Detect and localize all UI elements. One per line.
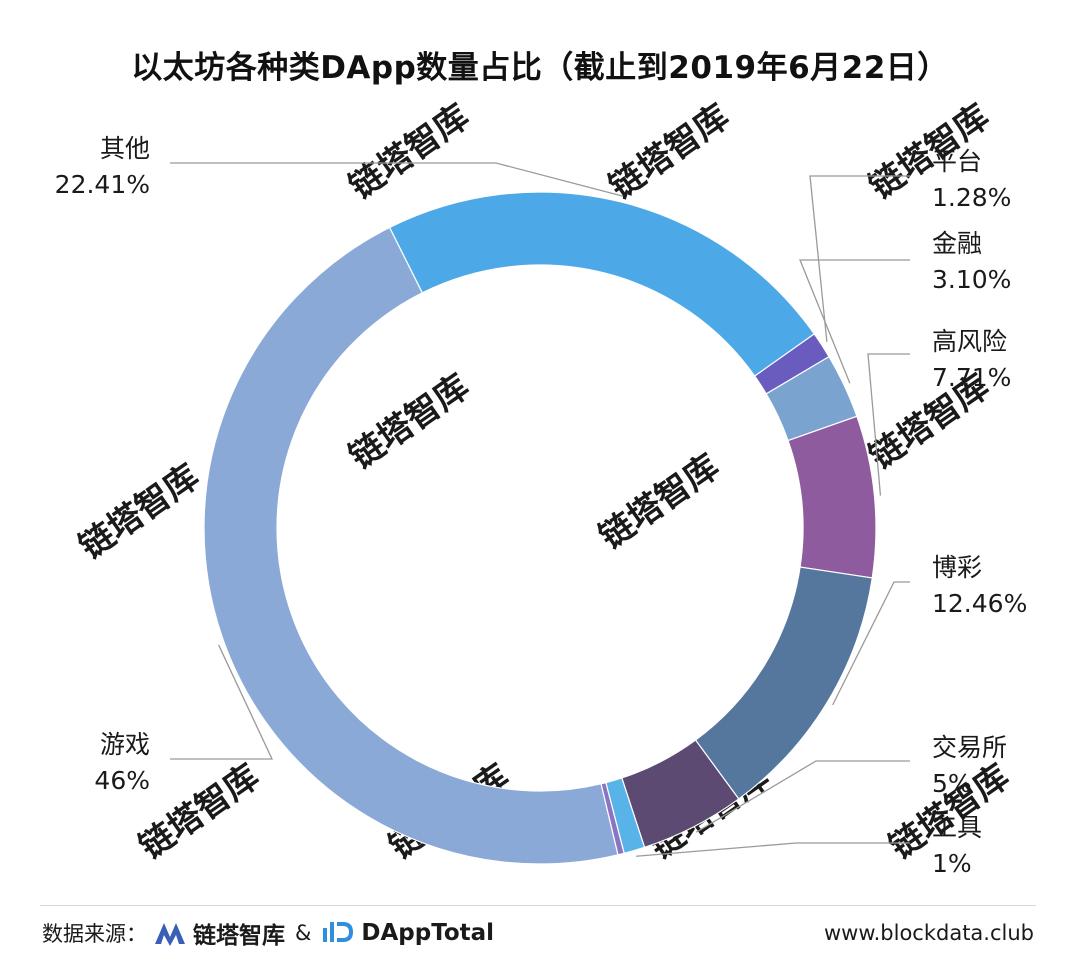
slice-label: 金融 — [932, 229, 982, 258]
dapptotal-logo-icon — [323, 922, 354, 942]
leader-line — [170, 162, 624, 197]
blockdata-logo-icon — [155, 923, 185, 946]
watermark-text: 链塔智库 — [592, 447, 726, 558]
source-prefix: 数据来源： — [42, 922, 147, 946]
leader-line — [809, 175, 910, 342]
donut-slice-7 — [203, 226, 619, 865]
watermark-text: 链塔智库 — [132, 757, 266, 868]
chart-title: 以太坊各种类DApp数量占比（截止到2019年6月22日） — [131, 50, 949, 86]
footer-source: 数据来源： 链塔智库 & DAppTotal — [42, 916, 494, 950]
donut-chart: 链塔智库链塔智库链塔智库链塔智库链塔智库链塔智库链塔智库链塔智库链塔智库链塔智库… — [55, 97, 1028, 878]
leader-line — [832, 581, 910, 706]
watermark-text: 链塔智库 — [602, 97, 736, 208]
slice-label: 平台 — [932, 147, 982, 176]
watermark-text: 链塔智库 — [342, 367, 476, 478]
footer-divider — [40, 905, 1036, 906]
donut-slice-2 — [787, 415, 877, 579]
slice-label: 交易所 — [932, 733, 1007, 762]
donut-slices — [203, 191, 877, 865]
slice-labels: 平台 1.28% 金融 3.10% 高风险 7.71% 博彩 12.46% 交易所 5% 工具 1% 游… — [55, 134, 1028, 878]
slice-value-label: 1.28% — [932, 183, 1011, 212]
slice-value-label: 22.41% — [55, 170, 150, 199]
slice-value-label: 12.46% — [932, 589, 1027, 618]
leader-line — [695, 760, 910, 833]
footer-url: www.blockdata.club — [824, 921, 1034, 945]
watermark-text: 链塔智库 — [342, 97, 476, 208]
slice-value-label: 5% — [932, 769, 972, 798]
leader-line — [170, 644, 274, 760]
dapptotal-logo-text: DAppTotal — [361, 920, 495, 946]
leader-line — [867, 353, 910, 496]
donut-slice-3 — [694, 566, 873, 800]
slice-value-label: 46% — [94, 766, 150, 795]
slice-label: 其他 — [100, 134, 150, 163]
slice-label: 游戏 — [100, 730, 150, 759]
blockdata-logo-text: 链塔智库 — [193, 923, 285, 949]
slice-value-label: 7.71% — [932, 363, 1011, 392]
slice-label: 工具 — [932, 813, 982, 842]
slice-label: 高风险 — [932, 327, 1007, 356]
leader-line — [636, 842, 910, 857]
slice-label: 博彩 — [932, 553, 982, 582]
slice-value-label: 1% — [932, 849, 972, 878]
donut-slice-8 — [388, 191, 816, 377]
ampersand: & — [295, 921, 312, 945]
slice-value-label: 3.10% — [932, 265, 1011, 294]
leader-line — [799, 259, 910, 384]
watermark-text: 链塔智库 — [72, 457, 206, 568]
